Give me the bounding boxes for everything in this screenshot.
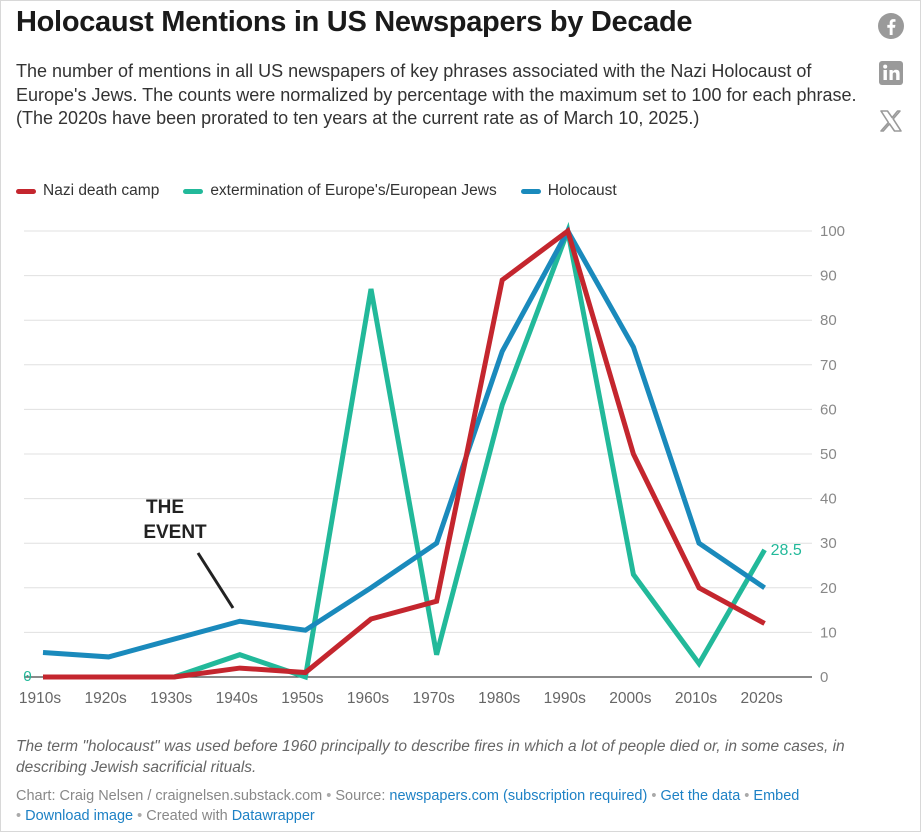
y-tick-label: 30 bbox=[820, 535, 837, 552]
x-tick-label: 1950s bbox=[281, 690, 323, 707]
footer-separator: • bbox=[326, 788, 332, 804]
x-tick-label: 1980s bbox=[478, 690, 520, 707]
created-with-label: Created with bbox=[146, 808, 228, 824]
legend-label: Holocaust bbox=[547, 182, 617, 199]
series-line-holocaust bbox=[42, 225, 767, 660]
chart-credit: Chart: Craig Nelsen / craignelsen.substa… bbox=[16, 788, 323, 804]
annotation-line-1: THE bbox=[146, 497, 184, 518]
x-tick-label: 1910s bbox=[19, 690, 61, 707]
x-tick-label: 2000s bbox=[609, 690, 651, 707]
x-tick-label: 2020s bbox=[740, 690, 782, 707]
y-tick-label: 60 bbox=[820, 401, 837, 418]
linkedin-icon[interactable] bbox=[876, 58, 906, 88]
x-tick-label: 1940s bbox=[216, 690, 258, 707]
x-tick-label: 1960s bbox=[347, 690, 389, 707]
legend-swatch bbox=[520, 188, 541, 194]
legend-label: extermination of Europe's/European Jews bbox=[210, 182, 497, 199]
y-tick-label: 20 bbox=[820, 580, 837, 597]
y-tick-label: 70 bbox=[820, 357, 837, 374]
legend-item-nazi-death-camp: Nazi death camp bbox=[16, 182, 159, 200]
embed-link[interactable]: Embed bbox=[753, 788, 800, 804]
x-tick-label: 1930s bbox=[150, 690, 192, 707]
end-value-label: 28.5 bbox=[771, 542, 802, 559]
x-tick-label: 1970s bbox=[412, 690, 454, 707]
y-tick-label: 90 bbox=[820, 268, 837, 285]
legend-swatch bbox=[183, 188, 204, 194]
footer-separator: • bbox=[16, 808, 22, 824]
download-image-link[interactable]: Download image bbox=[25, 808, 134, 824]
x-icon[interactable] bbox=[876, 106, 906, 136]
chart-title: Holocaust Mentions in US Newspapers by D… bbox=[16, 6, 693, 38]
annotation-line-2: EVENT bbox=[143, 522, 207, 543]
y-tick-label: 50 bbox=[820, 446, 837, 463]
datawrapper-link[interactable]: Datawrapper bbox=[231, 808, 315, 824]
x-tick-label: 1920s bbox=[84, 690, 126, 707]
facebook-icon[interactable] bbox=[876, 11, 906, 41]
get-data-link[interactable]: Get the data bbox=[660, 788, 741, 804]
y-tick-label: 80 bbox=[820, 312, 837, 329]
y-tick-label: 0 bbox=[820, 669, 828, 686]
footer-separator: • bbox=[651, 788, 657, 804]
y-tick-label: 40 bbox=[820, 491, 837, 508]
line-chart: 0 10 20 30 40 50 60 70 80 90 100 1910s 1920s 1930s 19… bbox=[19, 221, 845, 707]
legend-item-holocaust: Holocaust bbox=[520, 182, 617, 200]
legend-item-extermination: extermination of Europe's/European Jews bbox=[183, 182, 497, 200]
y-tick-label: 10 bbox=[820, 624, 837, 641]
chart-footer: Chart: Craig Nelsen / craignelsen.substa… bbox=[16, 786, 906, 826]
chart-subtitle: The number of mentions in all US newspap… bbox=[16, 61, 857, 128]
footer-separator: • bbox=[137, 808, 143, 824]
source-prefix: Source: bbox=[335, 788, 386, 804]
annotation-arrow bbox=[196, 552, 235, 609]
legend-swatch bbox=[16, 188, 36, 194]
legend-label: Nazi death camp bbox=[43, 182, 160, 199]
series-line-nazi-death-camp bbox=[43, 226, 766, 680]
chart-note: The term "holocaust" was used before 196… bbox=[16, 738, 845, 776]
annotation: THE EVENT bbox=[143, 497, 235, 609]
x-tick-label: 1990s bbox=[544, 690, 586, 707]
source-link[interactable]: newspapers.com (subscription required) bbox=[389, 788, 648, 804]
y-tick-label: 100 bbox=[820, 223, 845, 240]
chart-legend: Nazi death camp extermination of Europe'… bbox=[16, 181, 641, 201]
footer-separator: • bbox=[744, 788, 750, 804]
x-tick-label: 2010s bbox=[675, 690, 717, 707]
start-value-label: 0 bbox=[23, 669, 32, 686]
